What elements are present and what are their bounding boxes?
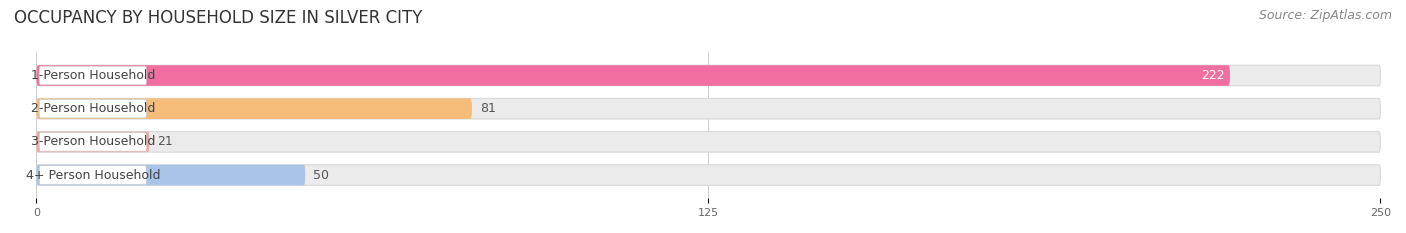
Text: Source: ZipAtlas.com: Source: ZipAtlas.com <box>1258 9 1392 22</box>
Text: 1-Person Household: 1-Person Household <box>31 69 155 82</box>
Text: 81: 81 <box>479 102 496 115</box>
FancyBboxPatch shape <box>37 98 472 119</box>
FancyBboxPatch shape <box>39 66 146 85</box>
FancyBboxPatch shape <box>37 65 1230 86</box>
FancyBboxPatch shape <box>37 165 1381 185</box>
Text: 222: 222 <box>1201 69 1225 82</box>
FancyBboxPatch shape <box>37 132 1381 152</box>
FancyBboxPatch shape <box>37 132 149 152</box>
FancyBboxPatch shape <box>37 98 1381 119</box>
FancyBboxPatch shape <box>37 65 1381 86</box>
FancyBboxPatch shape <box>39 133 146 151</box>
FancyBboxPatch shape <box>39 99 146 118</box>
Text: OCCUPANCY BY HOUSEHOLD SIZE IN SILVER CITY: OCCUPANCY BY HOUSEHOLD SIZE IN SILVER CI… <box>14 9 422 27</box>
Text: 21: 21 <box>157 135 173 148</box>
Text: 3-Person Household: 3-Person Household <box>31 135 155 148</box>
Text: 50: 50 <box>314 168 329 182</box>
Text: 4+ Person Household: 4+ Person Household <box>25 168 160 182</box>
Text: 2-Person Household: 2-Person Household <box>31 102 155 115</box>
FancyBboxPatch shape <box>39 166 146 184</box>
FancyBboxPatch shape <box>37 165 305 185</box>
